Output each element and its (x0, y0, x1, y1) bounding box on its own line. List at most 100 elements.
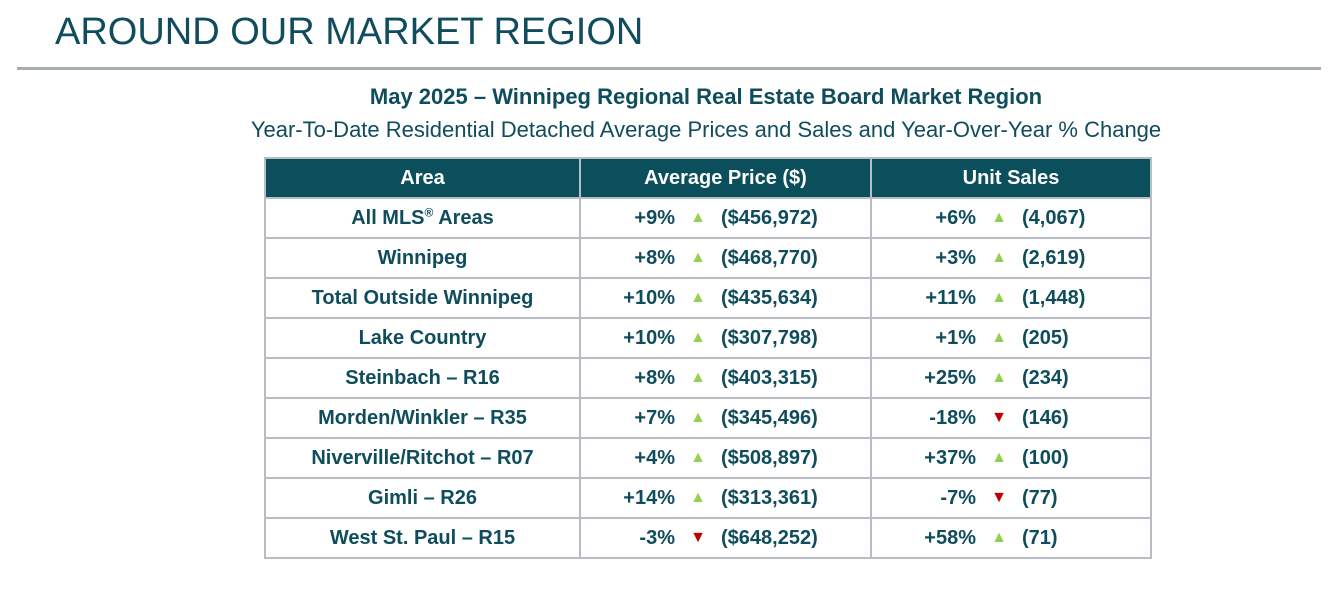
price-percent-change: +9% (634, 206, 675, 229)
area-name: Steinbach – R16 (345, 366, 500, 389)
sales-percent-change: -7% (940, 486, 976, 509)
price-value: ($403,315) (721, 366, 818, 389)
price-cell-content: +10% ▲ ($307,798) (581, 319, 870, 357)
average-price-cell: +9% ▲ ($456,972) (579, 197, 872, 239)
price-percent-change: +8% (634, 246, 675, 269)
report-title: May 2025 – Winnipeg Regional Real Estate… (369, 84, 1043, 109)
market-table: Area Average Price ($) Unit Sales All ML… (264, 157, 1152, 559)
triangle-up-icon: ▲ (690, 449, 706, 466)
area-name: All MLS (351, 206, 425, 229)
triangle-up-icon: ▲ (690, 289, 706, 306)
report-subtitle: Year-To-Date Residential Detached Averag… (250, 117, 1162, 142)
table-header-row: Area Average Price ($) Unit Sales (264, 157, 1152, 199)
price-value: ($468,770) (721, 246, 818, 269)
table-row: Niverville/Ritchot – R07 +4% ▲ ($508,897) +3… (264, 437, 1152, 479)
average-price-cell: +4% ▲ ($508,897) (579, 437, 872, 479)
table-row: All MLS® Areas +9% ▲ ($456,972) +6% ▲ (4,067) (264, 197, 1152, 239)
triangle-up-icon: ▲ (991, 209, 1007, 226)
sales-cell-content: +11% ▲ (1,448) (872, 279, 1150, 317)
column-header-unit-sales: Unit Sales (870, 157, 1152, 199)
price-cell-content: +14% ▲ ($313,361) (581, 479, 870, 517)
sales-value: (2,619) (1022, 246, 1086, 269)
price-percent-change: +4% (634, 446, 675, 469)
area-name: Niverville/Ritchot – R07 (311, 446, 534, 469)
area-cell: West St. Paul – R15 (264, 517, 581, 559)
unit-sales-cell: -7% ▼ (77) (870, 477, 1152, 519)
triangle-up-icon: ▲ (690, 409, 706, 426)
sales-cell-content: -7% ▼ (77) (872, 479, 1150, 517)
average-price-cell: +14% ▲ ($313,361) (579, 477, 872, 519)
table-row: Winnipeg +8% ▲ ($468,770) +3% ▲ (2,619) (264, 237, 1152, 279)
price-percent-change: +8% (634, 366, 675, 389)
area-name: Gimli – R26 (368, 486, 477, 509)
sales-percent-change: +3% (935, 246, 976, 269)
sales-percent-change: +25% (924, 366, 976, 389)
price-value: ($313,361) (721, 486, 818, 509)
triangle-up-icon: ▲ (991, 289, 1007, 306)
sales-cell-content: +3% ▲ (2,619) (872, 239, 1150, 277)
triangle-up-icon: ▲ (991, 369, 1007, 386)
page-title: AROUND OUR MARKET REGION (55, 11, 644, 53)
sales-percent-change: +11% (925, 286, 976, 309)
table-body: All MLS® Areas +9% ▲ ($456,972) +6% ▲ (4,067) W… (264, 197, 1152, 559)
price-percent-change: +7% (634, 406, 675, 429)
triangle-up-icon: ▲ (690, 369, 706, 386)
area-name: Morden/Winkler – R35 (318, 406, 527, 429)
average-price-cell: +7% ▲ ($345,496) (579, 397, 872, 439)
price-value: ($307,798) (721, 326, 818, 349)
table-row: Steinbach – R16 +8% ▲ ($403,315) +25% ▲ (234) (264, 357, 1152, 399)
sales-cell-content: +6% ▲ (4,067) (872, 199, 1150, 237)
price-cell-content: +7% ▲ ($345,496) (581, 399, 870, 437)
sales-percent-change: +37% (924, 446, 976, 469)
sales-percent-change: -18% (929, 406, 976, 429)
price-percent-change: +14% (623, 486, 675, 509)
price-value: ($648,252) (721, 526, 818, 549)
triangle-down-icon: ▼ (690, 529, 706, 546)
area-cell: Lake Country (264, 317, 581, 359)
table-row: Morden/Winkler – R35 +7% ▲ ($345,496) -18% ▼ (… (264, 397, 1152, 439)
price-cell-content: +8% ▲ ($403,315) (581, 359, 870, 397)
triangle-down-icon: ▼ (991, 409, 1007, 426)
unit-sales-cell: +3% ▲ (2,619) (870, 237, 1152, 279)
area-cell: Morden/Winkler – R35 (264, 397, 581, 439)
triangle-up-icon: ▲ (690, 249, 706, 266)
average-price-cell: +8% ▲ ($468,770) (579, 237, 872, 279)
price-percent-change: +10% (623, 326, 675, 349)
sales-percent-change: +1% (935, 326, 976, 349)
sales-value: (77) (1022, 486, 1058, 509)
average-price-cell: +10% ▲ ($435,634) (579, 277, 872, 319)
triangle-up-icon: ▲ (991, 329, 1007, 346)
sales-percent-change: +6% (935, 206, 976, 229)
sales-cell-content: -18% ▼ (146) (872, 399, 1150, 437)
triangle-up-icon: ▲ (690, 489, 706, 506)
average-price-cell: +8% ▲ ($403,315) (579, 357, 872, 399)
price-value: ($435,634) (721, 286, 818, 309)
area-name: Lake Country (358, 326, 487, 349)
sales-cell-content: +25% ▲ (234) (872, 359, 1150, 397)
title-divider (17, 67, 1321, 70)
area-cell: Gimli – R26 (264, 477, 581, 519)
triangle-up-icon: ▲ (991, 449, 1007, 466)
area-cell: All MLS® Areas (264, 197, 581, 239)
sales-cell-content: +37% ▲ (100) (872, 439, 1150, 477)
area-name-suffix: Areas (433, 206, 494, 229)
average-price-cell: +10% ▲ ($307,798) (579, 317, 872, 359)
table-row: West St. Paul – R15 -3% ▼ ($648,252) +58% ▲ (7… (264, 517, 1152, 559)
price-percent-change: -3% (639, 526, 675, 549)
area-cell: Total Outside Winnipeg (264, 277, 581, 319)
column-header-average-price: Average Price ($) (579, 157, 872, 199)
price-cell-content: +10% ▲ ($435,634) (581, 279, 870, 317)
area-name: Total Outside Winnipeg (311, 286, 534, 309)
sales-cell-content: +58% ▲ (71) (872, 519, 1150, 557)
price-cell-content: +4% ▲ ($508,897) (581, 439, 870, 477)
price-cell-content: +9% ▲ ($456,972) (581, 199, 870, 237)
sales-value: (146) (1022, 406, 1069, 429)
average-price-cell: -3% ▼ ($648,252) (579, 517, 872, 559)
sales-value: (100) (1022, 446, 1069, 469)
column-header-area: Area (264, 157, 581, 199)
sales-value: (205) (1022, 326, 1069, 349)
price-value: ($456,972) (721, 206, 818, 229)
sales-value: (4,067) (1022, 206, 1086, 229)
registered-mark: ® (424, 204, 434, 219)
sales-value: (234) (1022, 366, 1069, 389)
